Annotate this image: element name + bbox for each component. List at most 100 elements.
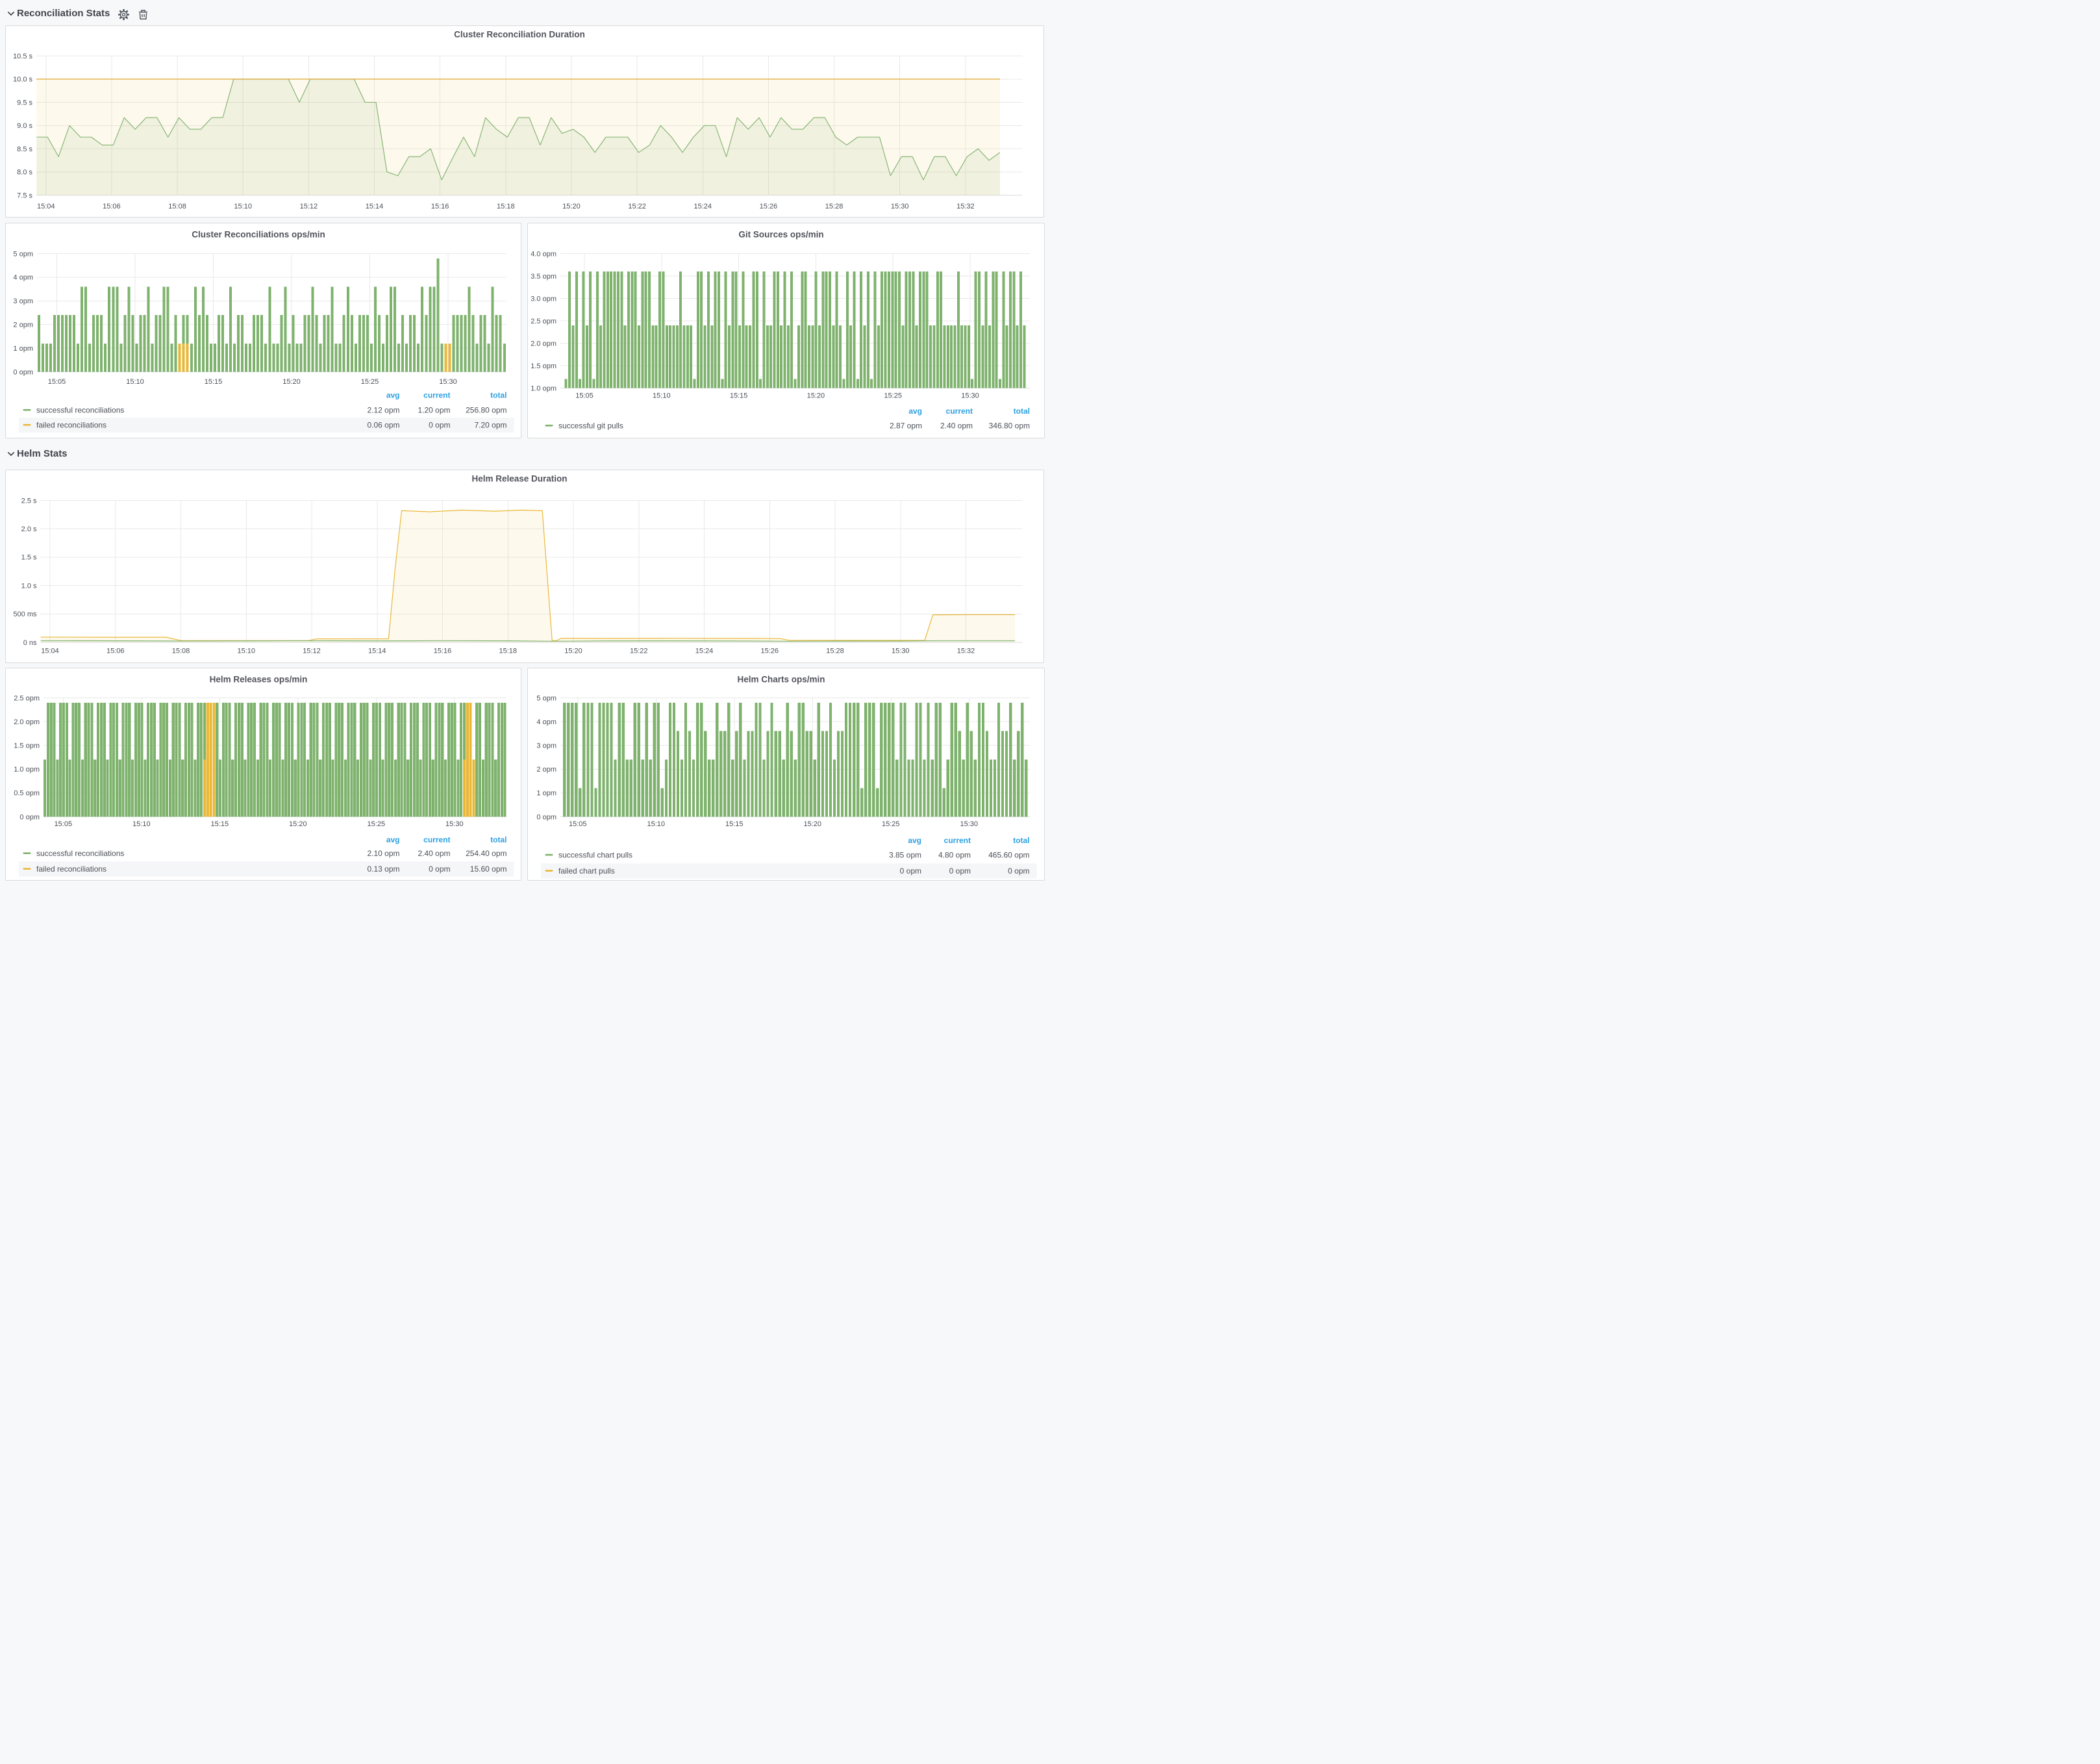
svg-text:2.0 s: 2.0 s	[21, 525, 37, 533]
svg-text:Cluster Reconciliations ops/mi: Cluster Reconciliations ops/min	[192, 230, 325, 240]
svg-text:15:08: 15:08	[168, 203, 186, 210]
svg-text:15:30: 15:30	[439, 378, 457, 386]
svg-text:15:20: 15:20	[803, 820, 821, 828]
svg-text:15:10: 15:10	[237, 648, 255, 655]
svg-text:2.10 opm: 2.10 opm	[367, 849, 399, 858]
svg-text:15:30: 15:30	[891, 203, 909, 210]
svg-text:2.12 opm: 2.12 opm	[367, 406, 399, 415]
svg-text:15:10: 15:10	[647, 820, 665, 828]
svg-text:2.5 opm: 2.5 opm	[531, 318, 556, 325]
svg-text:successful git pulls: successful git pulls	[558, 422, 623, 431]
svg-text:Helm Charts ops/min: Helm Charts ops/min	[737, 674, 825, 684]
svg-text:4 opm: 4 opm	[536, 718, 556, 725]
svg-text:15:18: 15:18	[499, 648, 517, 655]
svg-text:1.5 s: 1.5 s	[21, 554, 37, 562]
svg-text:total: total	[1013, 835, 1029, 844]
svg-text:15:15: 15:15	[730, 392, 748, 400]
svg-text:failed reconciliations: failed reconciliations	[36, 421, 106, 430]
svg-text:254.40 opm: 254.40 opm	[466, 849, 506, 858]
svg-text:15:05: 15:05	[55, 820, 73, 828]
svg-text:2.0 opm: 2.0 opm	[14, 718, 40, 725]
svg-text:15.60 opm: 15.60 opm	[470, 864, 507, 874]
svg-text:15:25: 15:25	[368, 820, 386, 828]
svg-text:15:04: 15:04	[41, 648, 59, 655]
svg-text:15:30: 15:30	[892, 648, 910, 655]
svg-text:Cluster Reconciliation Duratio: Cluster Reconciliation Duration	[454, 30, 585, 40]
svg-text:15:30: 15:30	[961, 392, 979, 400]
svg-text:15:14: 15:14	[366, 203, 384, 210]
svg-text:1.0 opm: 1.0 opm	[14, 766, 40, 774]
svg-text:1 opm: 1 opm	[13, 345, 33, 353]
svg-text:8.0 s: 8.0 s	[17, 169, 32, 177]
svg-text:15:20: 15:20	[289, 820, 307, 828]
svg-text:avg: avg	[386, 391, 400, 400]
svg-text:3.85 opm: 3.85 opm	[889, 850, 921, 859]
svg-text:15:22: 15:22	[630, 648, 648, 655]
svg-text:0 opm: 0 opm	[536, 813, 556, 821]
svg-text:2 opm: 2 opm	[536, 766, 556, 774]
svg-text:2.0 opm: 2.0 opm	[531, 340, 556, 347]
svg-text:15:05: 15:05	[575, 392, 594, 400]
svg-text:9.0 s: 9.0 s	[17, 122, 32, 130]
svg-text:7.20 opm: 7.20 opm	[474, 421, 506, 430]
svg-text:avg: avg	[908, 407, 922, 416]
svg-text:15:12: 15:12	[300, 203, 318, 210]
svg-text:current: current	[423, 835, 450, 844]
svg-text:15:16: 15:16	[431, 203, 449, 210]
svg-text:15:25: 15:25	[361, 378, 379, 386]
svg-text:15:24: 15:24	[694, 203, 712, 210]
svg-text:15:20: 15:20	[562, 203, 581, 210]
svg-text:15:12: 15:12	[303, 648, 321, 655]
svg-text:15:10: 15:10	[653, 392, 671, 400]
svg-text:Helm Releases ops/min: Helm Releases ops/min	[210, 674, 308, 684]
svg-text:3 opm: 3 opm	[536, 742, 556, 750]
svg-text:1.0 s: 1.0 s	[21, 582, 37, 590]
svg-text:current: current	[423, 391, 450, 400]
svg-text:Helm Release Duration: Helm Release Duration	[471, 474, 567, 484]
svg-text:Git Sources ops/min: Git Sources ops/min	[738, 230, 823, 240]
svg-text:3.0 opm: 3.0 opm	[531, 295, 556, 303]
svg-text:total: total	[490, 835, 506, 844]
svg-text:9.5 s: 9.5 s	[17, 99, 32, 107]
svg-text:2.5 s: 2.5 s	[21, 497, 37, 505]
svg-text:4 opm: 4 opm	[13, 274, 33, 282]
svg-text:0 opm: 0 opm	[13, 368, 33, 376]
svg-text:1.5 opm: 1.5 opm	[14, 742, 40, 750]
svg-text:500 ms: 500 ms	[13, 611, 37, 618]
svg-text:0 ns: 0 ns	[23, 639, 37, 647]
svg-text:7.5 s: 7.5 s	[17, 192, 32, 199]
svg-text:15:24: 15:24	[695, 648, 714, 655]
svg-text:failed reconciliations: failed reconciliations	[36, 864, 106, 874]
svg-text:15:26: 15:26	[760, 648, 779, 655]
svg-text:15:15: 15:15	[205, 378, 223, 386]
svg-text:256.80 opm: 256.80 opm	[466, 406, 506, 415]
svg-text:346.80 opm: 346.80 opm	[989, 422, 1030, 431]
svg-text:2.87 opm: 2.87 opm	[890, 422, 922, 431]
svg-text:15:05: 15:05	[569, 820, 587, 828]
svg-text:1.5 opm: 1.5 opm	[531, 362, 556, 370]
svg-text:total: total	[490, 391, 506, 400]
svg-text:8.5 s: 8.5 s	[17, 145, 32, 153]
svg-text:successful reconciliations: successful reconciliations	[36, 406, 124, 415]
svg-text:15:06: 15:06	[106, 648, 125, 655]
svg-text:2.5 opm: 2.5 opm	[14, 694, 40, 702]
svg-text:0.5 opm: 0.5 opm	[14, 789, 40, 797]
svg-text:3 opm: 3 opm	[13, 297, 33, 305]
svg-text:15:15: 15:15	[211, 820, 229, 828]
svg-text:15:20: 15:20	[282, 378, 301, 386]
svg-text:failed chart pulls: failed chart pulls	[558, 866, 615, 876]
svg-text:15:04: 15:04	[37, 203, 55, 210]
svg-text:0 opm: 0 opm	[1008, 866, 1029, 876]
svg-text:15:16: 15:16	[434, 648, 452, 655]
svg-text:15:14: 15:14	[368, 648, 386, 655]
svg-text:10.5 s: 10.5 s	[13, 53, 32, 60]
svg-text:15:15: 15:15	[725, 820, 744, 828]
svg-text:10.0 s: 10.0 s	[13, 76, 32, 84]
svg-text:4.0 opm: 4.0 opm	[531, 250, 556, 258]
svg-text:15:18: 15:18	[497, 203, 515, 210]
svg-text:0 opm: 0 opm	[429, 421, 450, 430]
svg-text:15:28: 15:28	[826, 648, 844, 655]
svg-text:0 opm: 0 opm	[429, 864, 450, 874]
svg-text:465.60 opm: 465.60 opm	[988, 850, 1029, 859]
svg-text:avg: avg	[386, 835, 400, 844]
